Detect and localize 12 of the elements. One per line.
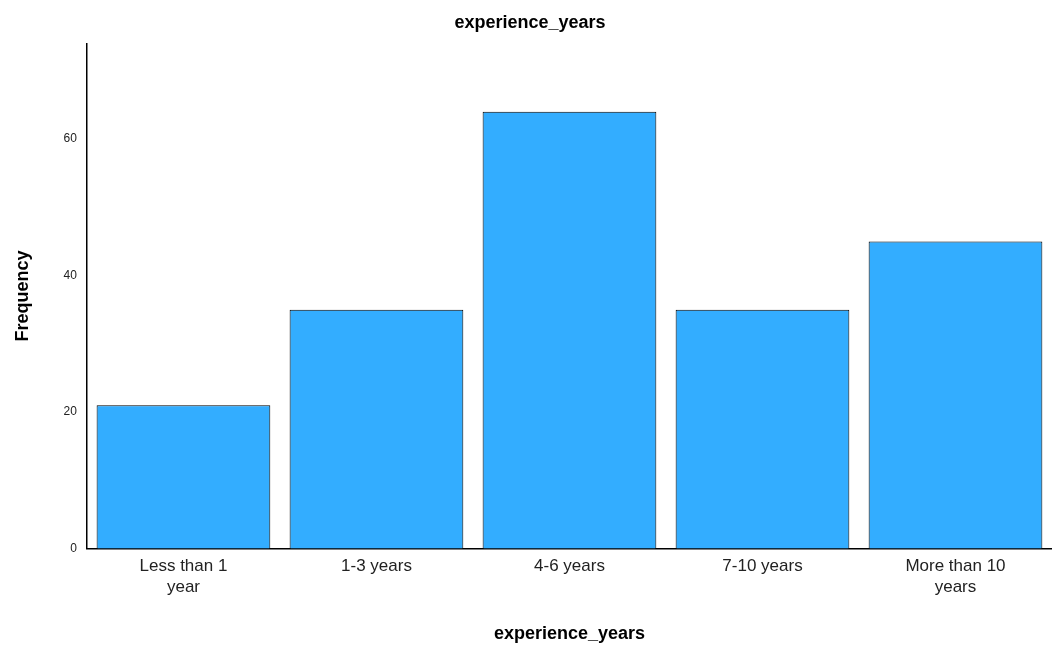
y-tick-label: 40 [63,267,78,282]
x-axis-title: experience_years [493,623,646,644]
x-tick-label: Less than 1 year [139,556,228,596]
y-tick-label: 60 [63,131,78,146]
x-tick-label: 7-10 years [722,556,803,576]
x-tick-label: 4-6 years [534,556,605,576]
y-axis-title: Frequency [11,250,32,342]
x-tick-label: 1-3 years [341,556,412,576]
y-tick-label: 0 [70,540,78,555]
chart-title: experience_years [454,11,606,32]
y-tick-label: 20 [63,404,78,419]
x-tick-label: More than 10 years [905,556,1006,596]
